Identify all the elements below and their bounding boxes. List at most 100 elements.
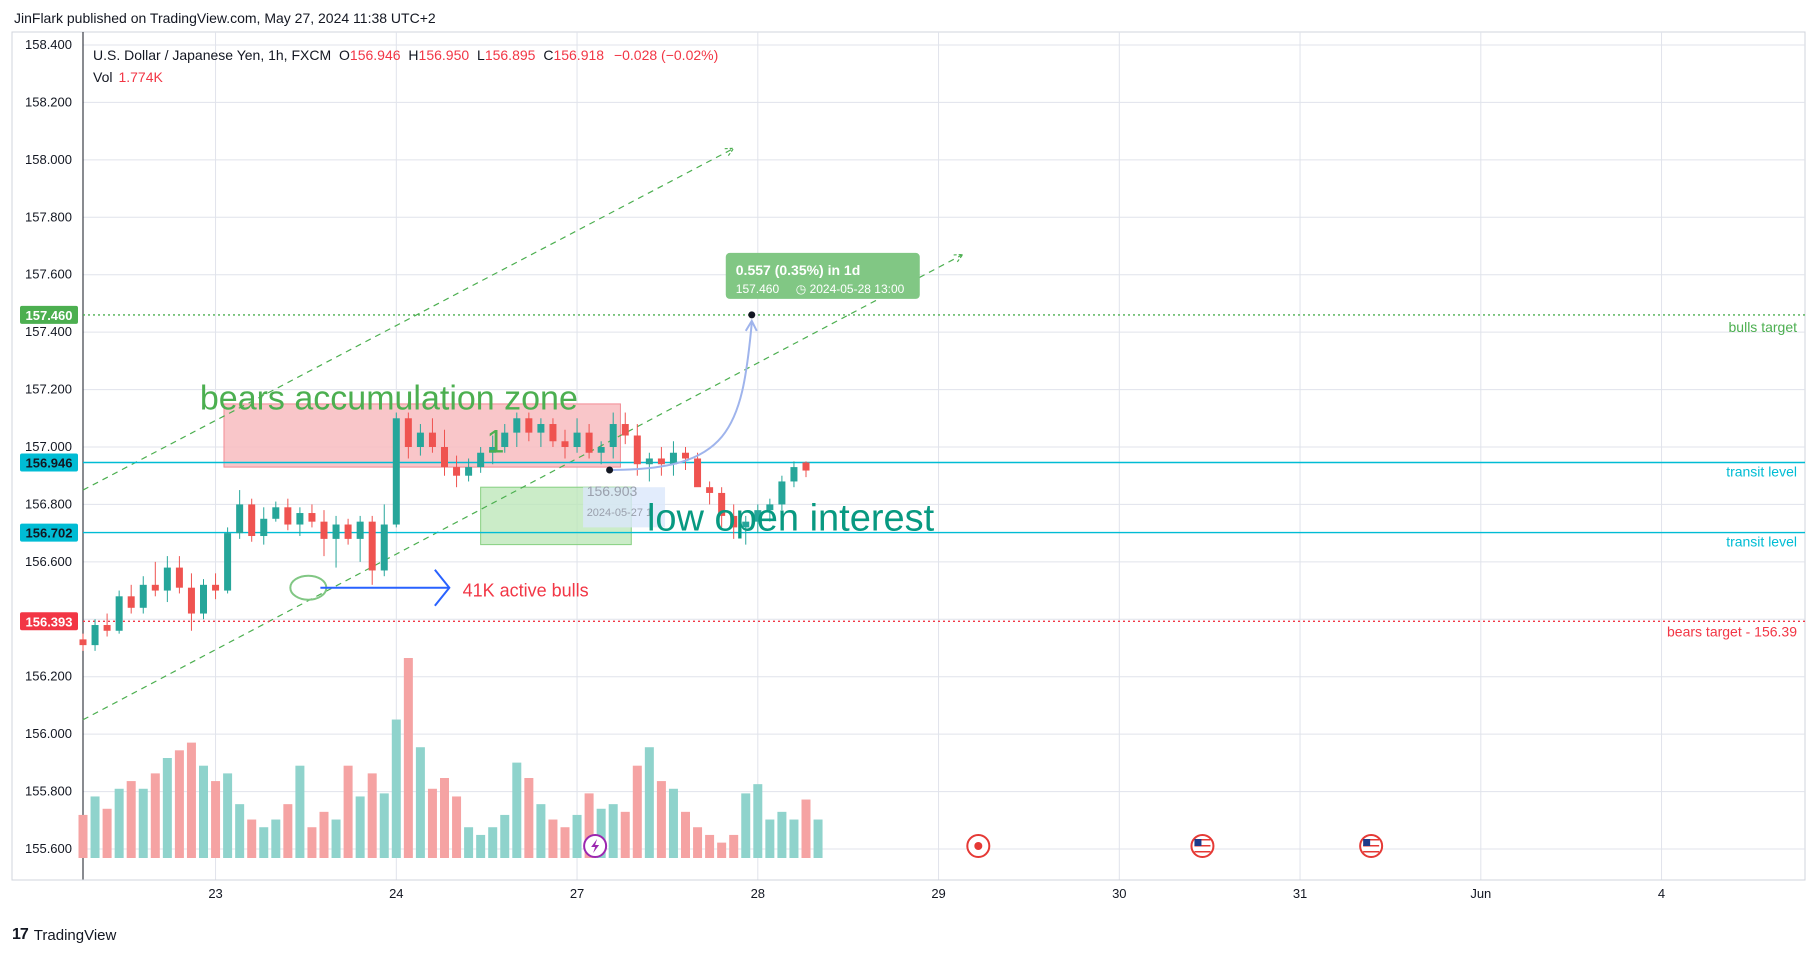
volume-bar xyxy=(247,819,257,858)
volume-bar xyxy=(114,788,124,858)
volume-bar xyxy=(596,808,606,858)
candle-body xyxy=(441,446,448,468)
ghost-label-box xyxy=(583,487,666,528)
us-flag-icon-stripe xyxy=(1194,848,1211,850)
active-bulls-label: 41K active bulls xyxy=(463,580,589,600)
candle-body xyxy=(236,504,244,534)
x-tick-label: 23 xyxy=(208,886,222,901)
measure-box xyxy=(725,252,920,299)
volume-bar xyxy=(693,827,703,858)
candle-body xyxy=(501,432,509,447)
price-level-caption: transit level xyxy=(1726,534,1797,550)
bears-zone-label: bears accumulation zone xyxy=(200,380,578,418)
volume-bar xyxy=(777,811,787,858)
measure-line-3: ◷ 2024-05-28 13:00 xyxy=(796,282,905,296)
candle-body xyxy=(356,521,364,539)
volume-bar xyxy=(729,834,739,858)
candle-body xyxy=(332,524,340,539)
y-tick-label: 156.800 xyxy=(25,496,72,511)
volume-bar xyxy=(150,773,160,858)
volume-bar xyxy=(584,793,594,858)
volume-bar xyxy=(476,834,486,858)
candle-body xyxy=(187,587,195,614)
candle-body xyxy=(706,487,714,493)
volume-bar xyxy=(620,811,630,858)
volume-bar xyxy=(271,819,281,858)
channel-line xyxy=(82,254,963,721)
y-tick-label: 158.400 xyxy=(25,37,72,52)
x-tick-label: 30 xyxy=(1112,886,1126,901)
volume-bar xyxy=(488,827,498,858)
x-tick-label: 28 xyxy=(751,886,765,901)
volume-bar xyxy=(741,793,751,858)
price-level-caption: bears target - 156.39 xyxy=(1667,623,1797,639)
price-chart[interactable]: 155.600155.800156.000156.200156.400156.6… xyxy=(0,0,1815,910)
candle-body xyxy=(573,432,581,447)
price-level-tag-bg xyxy=(20,523,78,542)
volume-bar xyxy=(138,788,148,858)
candle-body xyxy=(416,432,424,447)
volume-bar xyxy=(199,765,208,858)
candle-body xyxy=(657,458,665,465)
us-flag-icon-canton xyxy=(1194,839,1202,846)
volume-bar xyxy=(126,781,136,858)
volume-bar xyxy=(656,781,666,858)
candle-body xyxy=(284,507,292,525)
price-level-caption: transit level xyxy=(1726,464,1797,480)
candle-body xyxy=(802,462,810,471)
legend-vol-label: Vol xyxy=(93,69,113,85)
volume-bar xyxy=(572,814,582,858)
candle-body xyxy=(260,518,268,537)
low-oi-label: low open interest xyxy=(647,497,935,539)
volume-bar xyxy=(464,827,474,858)
projection-end-dot xyxy=(748,311,756,319)
candle-body xyxy=(308,513,316,522)
volume-bar xyxy=(753,784,763,858)
legend-open-label: O xyxy=(339,47,350,63)
volume-bar xyxy=(608,804,618,858)
legend-volume-row: Vol 1.774K xyxy=(93,66,718,88)
candle-body xyxy=(730,515,738,528)
candle-body xyxy=(296,513,304,525)
x-tick-label: 31 xyxy=(1293,886,1307,901)
us-flag-icon-canton xyxy=(1363,839,1371,846)
legend-high: 156.950 xyxy=(418,47,470,63)
candle-body xyxy=(368,521,376,571)
candle-body xyxy=(742,521,750,528)
candle-body xyxy=(694,458,702,488)
projection-start-dot xyxy=(606,466,614,474)
volume-bar xyxy=(765,819,775,858)
volume-bar xyxy=(186,742,196,858)
candle-body xyxy=(718,492,726,516)
legend-ohlc-row: U.S. Dollar / Japanese Yen, 1h, FXCM O15… xyxy=(93,44,718,66)
tradingview-logo[interactable]: 17 TradingView xyxy=(12,926,116,944)
candle-body xyxy=(766,504,774,511)
candle-body xyxy=(344,524,352,539)
price-level-tag: 156.946 xyxy=(26,456,73,471)
us-flag-icon-stripe xyxy=(1363,845,1380,847)
candle-body xyxy=(127,596,135,608)
candle-body xyxy=(790,467,798,482)
candle-body xyxy=(633,435,641,465)
candle-body xyxy=(609,424,617,447)
x-tick-label: Jun xyxy=(1470,886,1491,901)
volume-bar xyxy=(560,827,570,858)
candle-body xyxy=(585,432,593,453)
candle-body xyxy=(561,441,569,447)
y-tick-label: 158.200 xyxy=(25,94,72,109)
ghost-price-label: 156.903 xyxy=(587,483,638,499)
price-level-tag: 156.393 xyxy=(26,614,73,629)
price-level-caption: bulls target xyxy=(1729,319,1798,335)
volume-bar xyxy=(415,747,425,858)
zone-number: 1 xyxy=(487,424,505,460)
candle-body xyxy=(537,424,545,433)
volume-bar xyxy=(644,747,654,858)
legend-close-label: C xyxy=(543,47,554,63)
tradingview-logo-icon: 17 xyxy=(12,926,29,943)
volume-bar xyxy=(78,814,88,858)
candle-body xyxy=(489,446,497,453)
price-level-tag-bg xyxy=(20,305,78,324)
measure-line-1: 0.557 (0.35%) in 1d xyxy=(736,262,861,278)
y-tick-label: 158.000 xyxy=(25,152,72,167)
us-flag-icon-stripe xyxy=(1363,839,1380,841)
